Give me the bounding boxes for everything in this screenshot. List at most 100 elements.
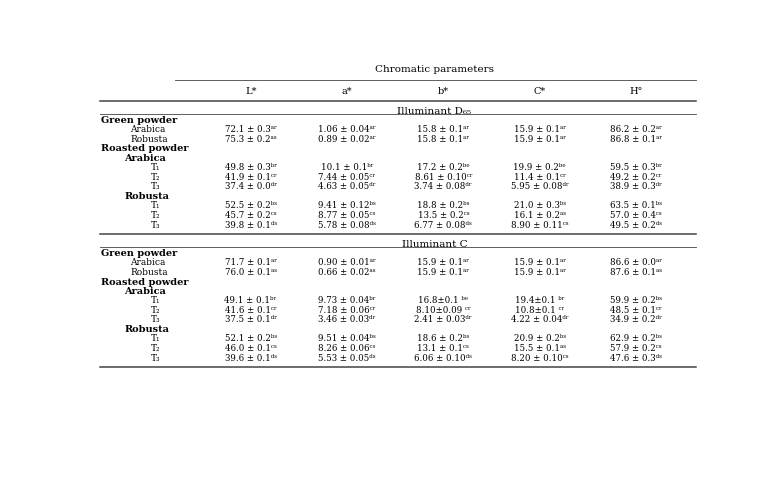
Text: 15.9 ± 0.1ᵃʳ: 15.9 ± 0.1ᵃʳ — [514, 258, 566, 267]
Text: Robusta: Robusta — [131, 134, 168, 143]
Text: 6.77 ± 0.08ᵈˢ: 6.77 ± 0.08ᵈˢ — [414, 220, 472, 230]
Text: T₁: T₁ — [152, 163, 161, 172]
Text: 49.5 ± 0.2ᵈˢ: 49.5 ± 0.2ᵈˢ — [610, 220, 662, 230]
Text: 18.6 ± 0.2ᵇˢ: 18.6 ± 0.2ᵇˢ — [417, 334, 469, 344]
Text: 17.2 ± 0.2ᵇᵉ: 17.2 ± 0.2ᵇᵉ — [417, 163, 470, 172]
Text: 49.1 ± 0.1ᵇʳ: 49.1 ± 0.1ᵇʳ — [225, 296, 277, 305]
Text: 41.9 ± 0.1ᶜʳ: 41.9 ± 0.1ᶜʳ — [225, 172, 277, 182]
Text: 8.10±0.09 ᶜʳ: 8.10±0.09 ᶜʳ — [416, 306, 471, 315]
Text: 57.0 ± 0.4ᶜˢ: 57.0 ± 0.4ᶜˢ — [610, 211, 662, 220]
Text: Robusta: Robusta — [131, 268, 168, 277]
Text: 15.9 ± 0.1ᵃʳ: 15.9 ± 0.1ᵃʳ — [514, 125, 566, 134]
Text: 15.9 ± 0.1ᵃʳ: 15.9 ± 0.1ᵃʳ — [417, 268, 469, 277]
Text: H°: H° — [629, 88, 643, 96]
Text: Arabica: Arabica — [124, 154, 166, 162]
Text: 87.6 ± 0.1ᵃˢ: 87.6 ± 0.1ᵃˢ — [610, 268, 662, 277]
Text: Arabica: Arabica — [131, 125, 166, 134]
Text: 37.5 ± 0.1ᵈʳ: 37.5 ± 0.1ᵈʳ — [225, 316, 277, 324]
Text: T₂: T₂ — [152, 306, 161, 315]
Text: T₃: T₃ — [152, 316, 161, 324]
Text: 41.6 ± 0.1ᶜʳ: 41.6 ± 0.1ᶜʳ — [225, 306, 277, 315]
Text: T₃: T₃ — [152, 182, 161, 192]
Text: Arabica: Arabica — [124, 287, 166, 296]
Text: 49.2 ± 0.2ᶜʳ: 49.2 ± 0.2ᶜʳ — [610, 172, 662, 182]
Text: 38.9 ± 0.3ᵈʳ: 38.9 ± 0.3ᵈʳ — [610, 182, 662, 192]
Text: 5.95 ± 0.08ᵈʳ: 5.95 ± 0.08ᵈʳ — [510, 182, 569, 192]
Text: 52.1 ± 0.2ᵇˢ: 52.1 ± 0.2ᵇˢ — [225, 334, 277, 344]
Text: 71.7 ± 0.1ᵃʳ: 71.7 ± 0.1ᵃʳ — [225, 258, 277, 267]
Text: 59.5 ± 0.3ᵇʳ: 59.5 ± 0.3ᵇʳ — [610, 163, 662, 172]
Text: 16.1 ± 0.2ᵃˢ: 16.1 ± 0.2ᵃˢ — [514, 211, 566, 220]
Text: 3.46 ± 0.03ᵈʳ: 3.46 ± 0.03ᵈʳ — [319, 316, 376, 324]
Text: 0.90 ± 0.01ᵃʳ: 0.90 ± 0.01ᵃʳ — [318, 258, 376, 267]
Text: Robusta: Robusta — [124, 192, 169, 201]
Text: 15.9 ± 0.1ᵃʳ: 15.9 ± 0.1ᵃʳ — [514, 268, 566, 277]
Text: 13.5 ± 0.2ᶜˢ: 13.5 ± 0.2ᶜˢ — [417, 211, 469, 220]
Text: 47.6 ± 0.3ᵈˢ: 47.6 ± 0.3ᵈˢ — [610, 354, 662, 363]
Text: 15.9 ± 0.1ᵃʳ: 15.9 ± 0.1ᵃʳ — [514, 134, 566, 143]
Text: 15.8 ± 0.1ᵃʳ: 15.8 ± 0.1ᵃʳ — [417, 134, 469, 143]
Text: T₂: T₂ — [152, 211, 161, 220]
Text: 4.63 ± 0.05ᵈʳ: 4.63 ± 0.05ᵈʳ — [318, 182, 376, 192]
Text: 9.73 ± 0.04ᵇʳ: 9.73 ± 0.04ᵇʳ — [318, 296, 376, 305]
Text: Roasted powder: Roasted powder — [101, 278, 189, 286]
Text: 72.1 ± 0.3ᵃʳ: 72.1 ± 0.3ᵃʳ — [225, 125, 277, 134]
Text: 20.9 ± 0.2ᵇˢ: 20.9 ± 0.2ᵇˢ — [514, 334, 566, 344]
Text: 19.9 ± 0.2ᵇᵉ: 19.9 ± 0.2ᵇᵉ — [514, 163, 566, 172]
Text: 11.4 ± 0.1ᶜʳ: 11.4 ± 0.1ᶜʳ — [514, 172, 566, 182]
Text: 63.5 ± 0.1ᵇˢ: 63.5 ± 0.1ᵇˢ — [610, 201, 662, 210]
Text: 0.66 ± 0.02ᵃˢ: 0.66 ± 0.02ᵃˢ — [319, 268, 376, 277]
Text: 59.9 ± 0.2ᵇˢ: 59.9 ± 0.2ᵇˢ — [610, 296, 662, 305]
Text: 52.5 ± 0.2ᵇˢ: 52.5 ± 0.2ᵇˢ — [225, 201, 277, 210]
Text: 2.41 ± 0.03ᵈʳ: 2.41 ± 0.03ᵈʳ — [414, 316, 472, 324]
Text: 76.0 ± 0.1ᵃˢ: 76.0 ± 0.1ᵃˢ — [225, 268, 277, 277]
Text: 16.8±0.1 ᵇᵉ: 16.8±0.1 ᵇᵉ — [418, 296, 469, 305]
Text: 19.4±0.1 ᵇʳ: 19.4±0.1 ᵇʳ — [515, 296, 565, 305]
Text: T₂: T₂ — [152, 172, 161, 182]
Text: 21.0 ± 0.3ᵇˢ: 21.0 ± 0.3ᵇˢ — [514, 201, 566, 210]
Text: T₁: T₁ — [152, 296, 161, 305]
Text: 0.89 ± 0.02ᵃʳ: 0.89 ± 0.02ᵃʳ — [318, 134, 376, 143]
Text: 8.90 ± 0.11ᶜˢ: 8.90 ± 0.11ᶜˢ — [511, 220, 569, 230]
Text: 3.74 ± 0.08ᵈʳ: 3.74 ± 0.08ᵈʳ — [414, 182, 472, 192]
Text: T₂: T₂ — [152, 344, 161, 353]
Text: 57.9 ± 0.2ᶜˢ: 57.9 ± 0.2ᶜˢ — [610, 344, 662, 353]
Text: b*: b* — [437, 88, 449, 96]
Text: 15.8 ± 0.1ᵃʳ: 15.8 ± 0.1ᵃʳ — [417, 125, 469, 134]
Text: 8.61 ± 0.10ᶜʳ: 8.61 ± 0.10ᶜʳ — [414, 172, 472, 182]
Text: 5.53 ± 0.05ᵈˢ: 5.53 ± 0.05ᵈˢ — [319, 354, 376, 363]
Text: 62.9 ± 0.2ᵇˢ: 62.9 ± 0.2ᵇˢ — [610, 334, 662, 344]
Text: 34.9 ± 0.2ᵈʳ: 34.9 ± 0.2ᵈʳ — [610, 316, 662, 324]
Text: 45.7 ± 0.2ᶜˢ: 45.7 ± 0.2ᶜˢ — [225, 211, 277, 220]
Text: a*: a* — [342, 88, 352, 96]
Text: 8.77 ± 0.05ᶜˢ: 8.77 ± 0.05ᶜˢ — [319, 211, 376, 220]
Text: 86.8 ± 0.1ᵃʳ: 86.8 ± 0.1ᵃʳ — [610, 134, 662, 143]
Text: 4.22 ± 0.04ᵈʳ: 4.22 ± 0.04ᵈʳ — [510, 316, 569, 324]
Text: Robusta: Robusta — [124, 325, 169, 334]
Text: 18.8 ± 0.2ᵇˢ: 18.8 ± 0.2ᵇˢ — [417, 201, 469, 210]
Text: Chromatic parameters: Chromatic parameters — [375, 65, 494, 74]
Text: T₁: T₁ — [152, 334, 161, 344]
Text: 86.2 ± 0.2ᵃʳ: 86.2 ± 0.2ᵃʳ — [610, 125, 662, 134]
Text: T₃: T₃ — [152, 354, 161, 363]
Text: 8.26 ± 0.06ᶜˢ: 8.26 ± 0.06ᶜˢ — [319, 344, 376, 353]
Text: 13.1 ± 0.1ᶜˢ: 13.1 ± 0.1ᶜˢ — [417, 344, 469, 353]
Text: 75.3 ± 0.2ᵃˢ: 75.3 ± 0.2ᵃˢ — [225, 134, 277, 143]
Text: 49.8 ± 0.3ᵇʳ: 49.8 ± 0.3ᵇʳ — [225, 163, 277, 172]
Text: C*: C* — [534, 88, 546, 96]
Text: 7.18 ± 0.06ᶜʳ: 7.18 ± 0.06ᶜʳ — [319, 306, 376, 315]
Text: L*: L* — [245, 88, 256, 96]
Text: 5.78 ± 0.08ᵈˢ: 5.78 ± 0.08ᵈˢ — [318, 220, 376, 230]
Text: 1.06 ± 0.04ᵃʳ: 1.06 ± 0.04ᵃʳ — [318, 125, 376, 134]
Text: 9.51 ± 0.04ᵇˢ: 9.51 ± 0.04ᵇˢ — [318, 334, 376, 344]
Text: 37.4 ± 0.0ᵈʳ: 37.4 ± 0.0ᵈʳ — [225, 182, 277, 192]
Text: 8.20 ± 0.10ᶜˢ: 8.20 ± 0.10ᶜˢ — [511, 354, 569, 363]
Text: T₃: T₃ — [152, 220, 161, 230]
Text: Roasted powder: Roasted powder — [101, 144, 189, 154]
Text: 46.0 ± 0.1ᶜˢ: 46.0 ± 0.1ᶜˢ — [225, 344, 277, 353]
Text: Arabica: Arabica — [131, 258, 166, 267]
Text: 10.1 ± 0.1ᵇʳ: 10.1 ± 0.1ᵇʳ — [321, 163, 374, 172]
Text: 7.44 ± 0.05ᶜʳ: 7.44 ± 0.05ᶜʳ — [319, 172, 376, 182]
Text: Illuminant D₆₅: Illuminant D₆₅ — [397, 106, 472, 116]
Text: 6.06 ± 0.10ᵈˢ: 6.06 ± 0.10ᵈˢ — [414, 354, 472, 363]
